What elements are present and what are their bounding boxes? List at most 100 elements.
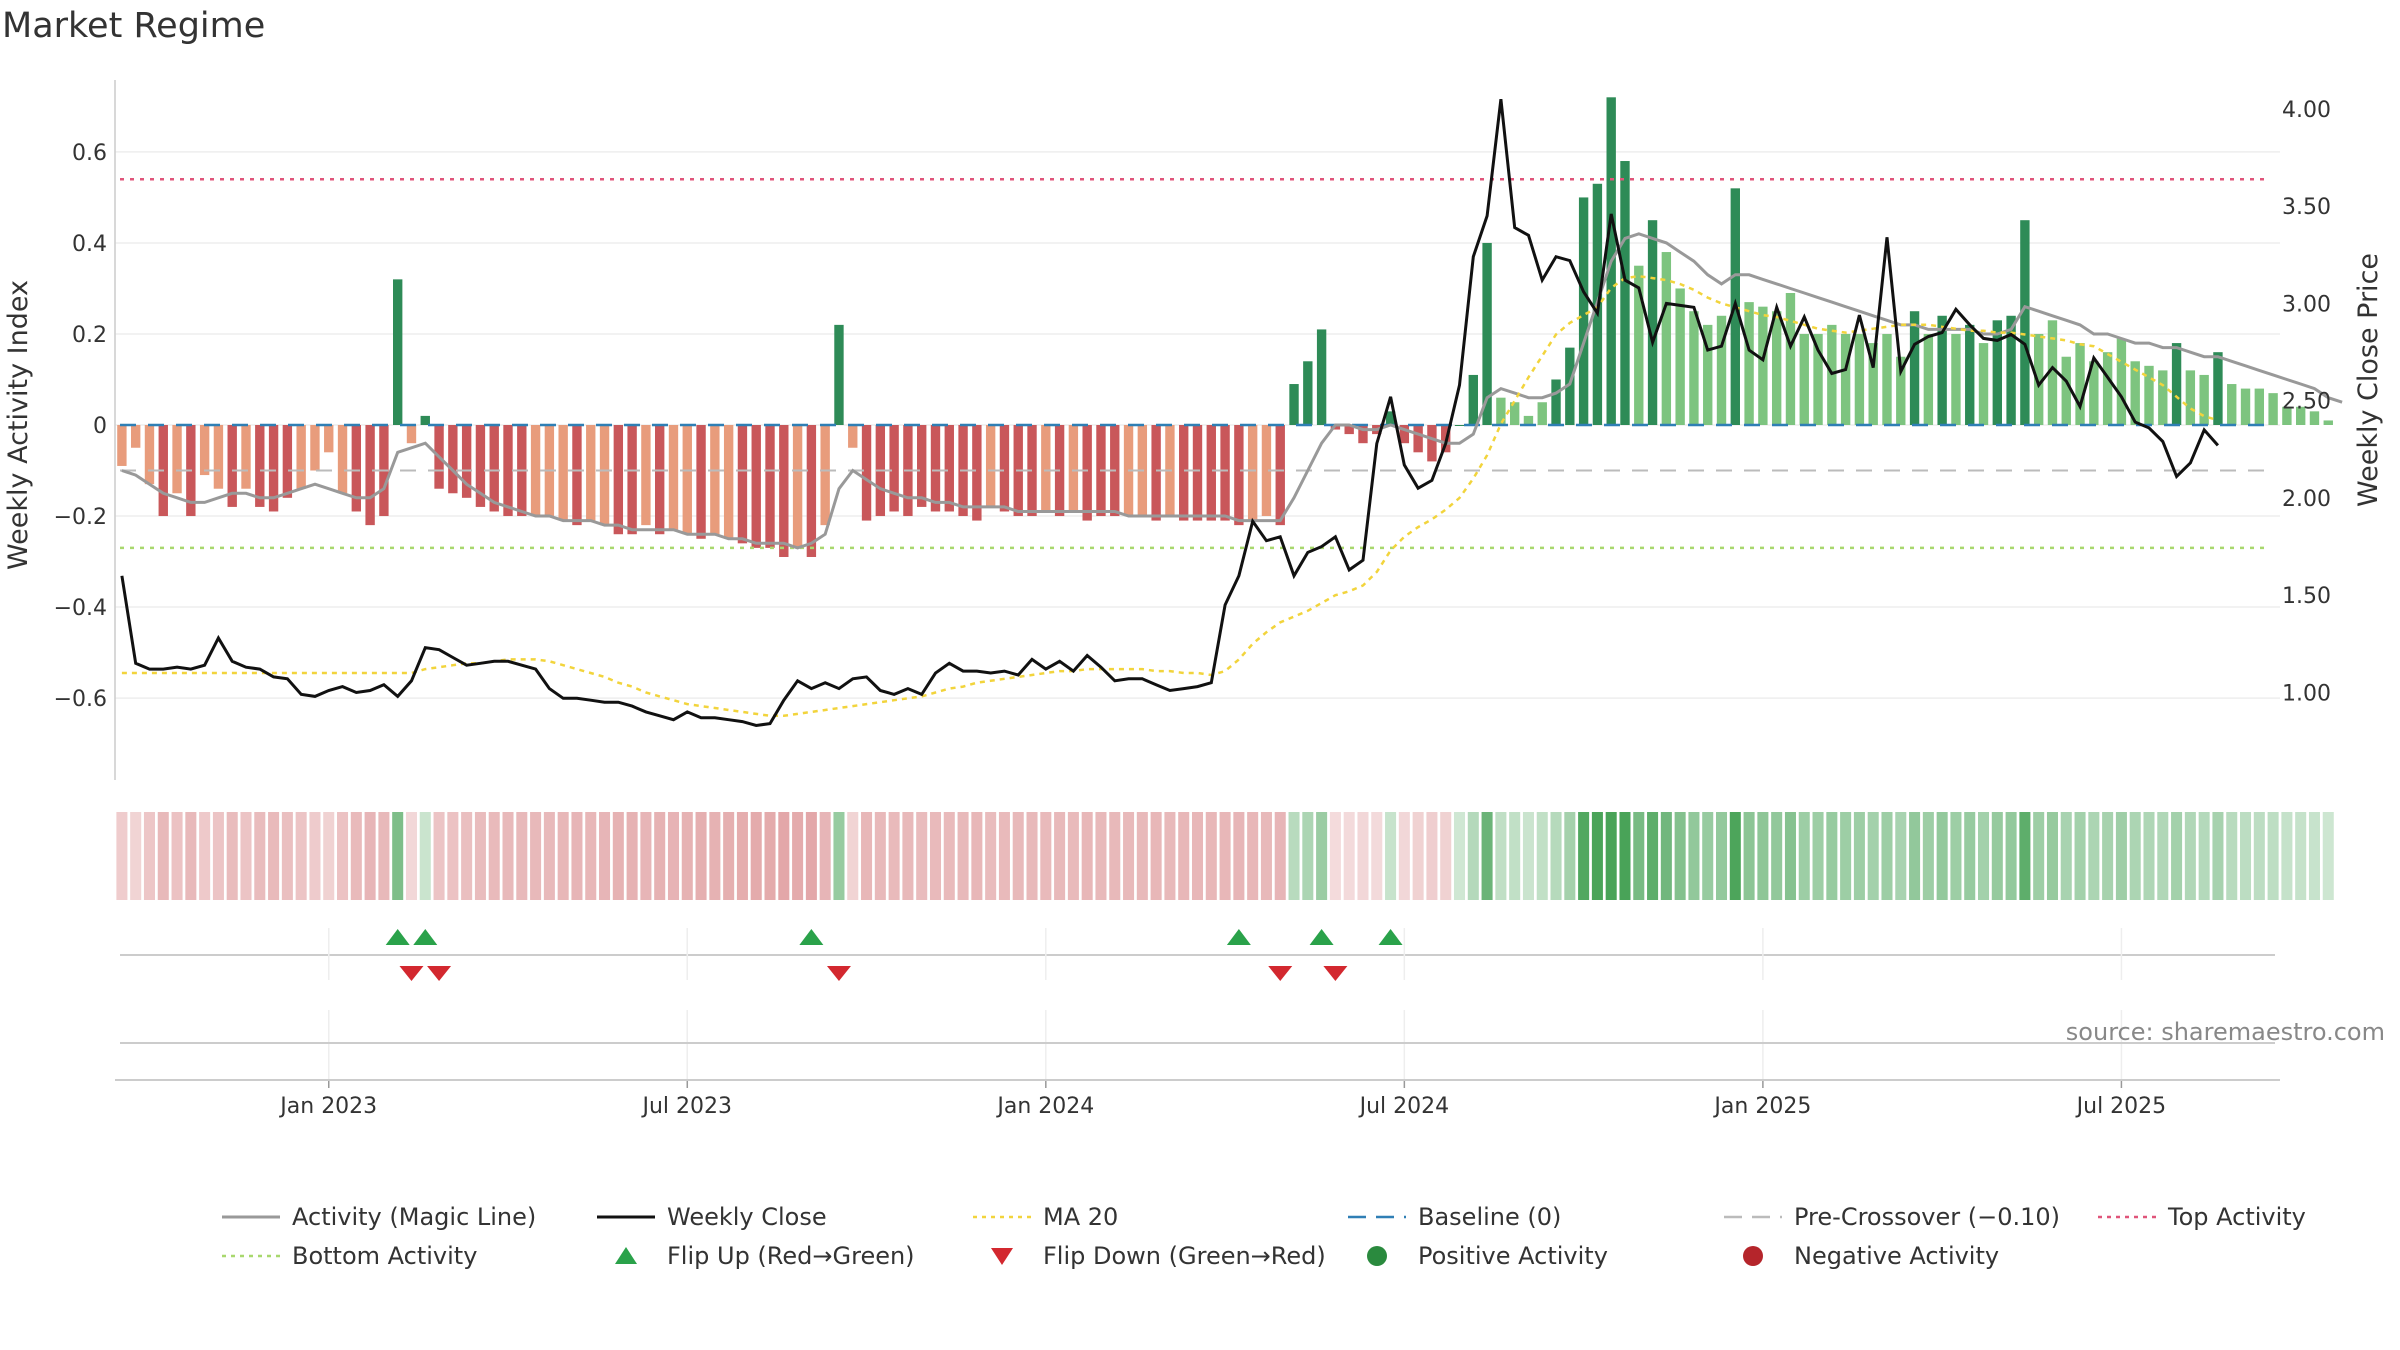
- legend-swatch: [1367, 1246, 1387, 1266]
- regime-cell: [1012, 812, 1024, 900]
- activity-bar: [1206, 425, 1216, 521]
- regime-cell: [640, 812, 652, 900]
- regime-cell: [847, 812, 859, 900]
- activity-bar: [1647, 220, 1658, 425]
- regime-cell: [723, 812, 735, 900]
- legend-label: Pre-Crossover (−0.10): [1794, 1203, 2060, 1231]
- activity-bar: [2282, 406, 2292, 425]
- activity-bar: [627, 425, 637, 535]
- activity-bar: [1247, 425, 1258, 521]
- activity-bar: [1454, 425, 1465, 426]
- regime-cell: [1385, 812, 1397, 900]
- regime-cell: [1095, 812, 1107, 900]
- regime-cell: [2157, 812, 2169, 900]
- regime-cell: [1495, 812, 1507, 900]
- regime-cell: [295, 812, 307, 900]
- legend-item: Flip Up (Red→Green): [615, 1242, 915, 1270]
- legend-item: Negative Activity: [1743, 1242, 1999, 1270]
- regime-cell: [143, 812, 155, 900]
- regime-cell: [1909, 812, 1921, 900]
- legend-label: Weekly Close: [667, 1203, 827, 1231]
- activity-bar: [255, 425, 265, 507]
- regime-cell: [2240, 812, 2252, 900]
- activity-bar: [1634, 265, 1644, 425]
- activity-bar: [1509, 402, 1520, 425]
- y-left-tick-label: 0.4: [72, 232, 107, 257]
- activity-bar: [1578, 197, 1589, 425]
- activity-bar: [1551, 379, 1561, 425]
- regime-cell: [1826, 812, 1838, 900]
- regime-cell: [1233, 812, 1245, 900]
- regime-cell: [861, 812, 873, 900]
- regime-cell: [1054, 812, 1066, 900]
- regime-cell: [323, 812, 335, 900]
- legend-label: Flip Up (Red→Green): [667, 1242, 915, 1270]
- activity-bar: [1965, 324, 1975, 425]
- y-right-tick-label: 4.00: [2282, 98, 2331, 123]
- activity-bar: [1041, 425, 1051, 512]
- activity-bar: [1027, 425, 1037, 517]
- legend-label: Negative Activity: [1794, 1242, 1999, 1270]
- activity-bar: [365, 425, 375, 526]
- regime-cell: [1674, 812, 1686, 900]
- regime-cell: [2226, 812, 2238, 900]
- regime-cell: [1329, 812, 1341, 900]
- activity-bar: [2240, 388, 2251, 425]
- activity-bar: [282, 425, 293, 498]
- regime-cell: [626, 812, 638, 900]
- regime-cell: [378, 812, 390, 900]
- regime-cell: [1123, 812, 1135, 900]
- activity-bar: [765, 425, 775, 548]
- regime-cell: [1591, 812, 1603, 900]
- flip-up-marker: [1226, 929, 1251, 945]
- activity-bar: [2158, 370, 2168, 425]
- y-right-tick-label: 2.00: [2282, 487, 2331, 512]
- activity-bar: [2268, 393, 2278, 425]
- activity-bar: [2254, 388, 2265, 425]
- regime-cell: [1798, 812, 1810, 900]
- regime-cell: [364, 812, 376, 900]
- legend-label: Bottom Activity: [292, 1242, 477, 1270]
- flip-down-marker: [1323, 966, 1348, 981]
- regime-cell: [1302, 812, 1314, 900]
- regime-cell: [2115, 812, 2127, 900]
- activity-bar: [1799, 333, 1809, 425]
- activity-bar: [1744, 302, 1754, 425]
- activity-bar: [1482, 242, 1492, 425]
- activity-bar: [861, 425, 872, 521]
- regime-cell: [1026, 812, 1038, 900]
- legend-label: Positive Activity: [1418, 1242, 1608, 1270]
- regime-cell: [916, 812, 928, 900]
- y-left-tick-label: −0.6: [54, 687, 107, 712]
- regime-cell: [268, 812, 280, 900]
- regime-cell: [654, 812, 666, 900]
- regime-cell: [461, 812, 473, 900]
- activity-bar: [682, 425, 692, 535]
- activity-bar: [779, 425, 789, 557]
- regime-cell: [985, 812, 997, 900]
- legend-swatch: [991, 1248, 1013, 1265]
- regime-cell: [2033, 812, 2045, 900]
- regime-cell: [1771, 812, 1783, 900]
- x-axis: Jan 2023 Jul 2023 Jan 2024 Jul 2024 Jan 2025…: [115, 1010, 2280, 1119]
- legend-item: Activity (Magic Line): [222, 1203, 536, 1231]
- activity-bar: [2185, 370, 2196, 425]
- regime-cell: [1178, 812, 1190, 900]
- regime-cell: [819, 812, 831, 900]
- regime-cell: [2212, 812, 2224, 900]
- regime-cell: [1840, 812, 1852, 900]
- activity-bar: [2089, 361, 2099, 425]
- regime-cell: [2198, 812, 2210, 900]
- legend-label: MA 20: [1043, 1203, 1118, 1231]
- regime-cell: [1440, 812, 1452, 900]
- activity-bar: [972, 425, 982, 521]
- x-tick-label: Jul 2023: [641, 1094, 733, 1119]
- activity-bar: [2227, 384, 2237, 425]
- legend: Activity (Magic Line) Weekly Close MA 20 Ba…: [222, 1203, 2306, 1270]
- flip-down-marker: [1268, 966, 1293, 981]
- activity-bar: [475, 425, 486, 507]
- legend-item: Flip Down (Green→Red): [991, 1242, 1326, 1270]
- regime-cell: [2281, 812, 2293, 900]
- x-tick-label: Jan 2025: [1712, 1094, 1811, 1119]
- activity-bar: [1261, 425, 1272, 517]
